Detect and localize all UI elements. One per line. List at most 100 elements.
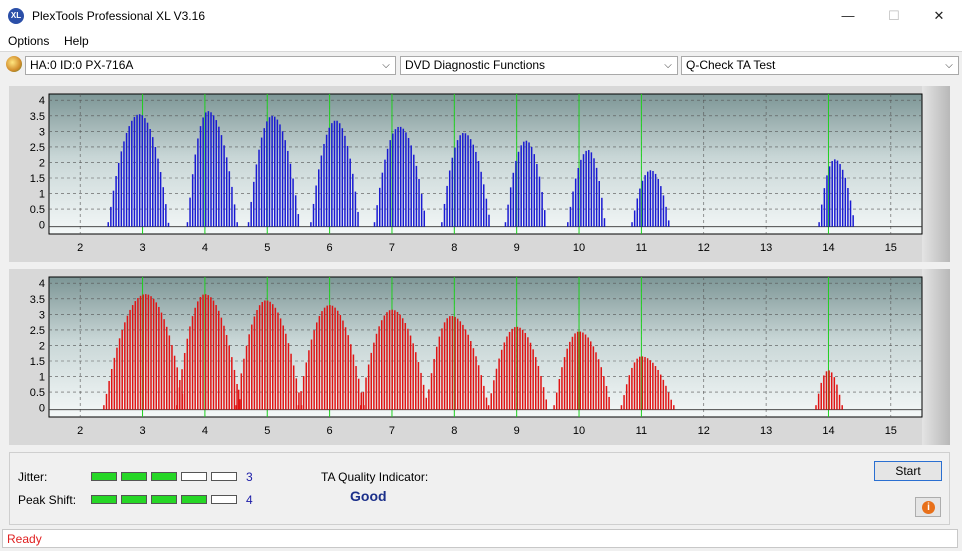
chart-bar (404, 323, 407, 410)
chart-bar (236, 222, 238, 227)
chart-bar (341, 128, 344, 227)
start-button[interactable]: Start (874, 461, 942, 481)
chart-bar (139, 295, 142, 410)
chart-bar (472, 348, 475, 410)
chart-bar (217, 310, 220, 410)
chart-bar (838, 394, 841, 410)
chart-bar (225, 157, 228, 227)
chart-bar (584, 334, 587, 410)
chart-bar (240, 373, 243, 410)
chart-bar (331, 123, 333, 227)
chart-bar (223, 325, 225, 410)
chart-bar (667, 392, 670, 410)
chart-bar (352, 354, 355, 410)
chart-bar (520, 145, 522, 227)
chart-bar (362, 391, 365, 410)
chart-bar (558, 379, 561, 410)
menu-help[interactable]: Help (64, 34, 89, 48)
chart-bar (144, 118, 146, 227)
chart-bar (415, 352, 417, 410)
chart-bar (588, 150, 590, 227)
chart-bar (636, 358, 638, 410)
y-tick-label: 4 (39, 278, 45, 290)
chart-bar (595, 167, 598, 227)
peak-shift-meter-segment (121, 495, 147, 504)
chart-bar (263, 128, 266, 227)
chart-bar (108, 380, 110, 410)
chart-bar (173, 355, 176, 410)
chart-bar (532, 349, 534, 410)
chart-bar (131, 305, 134, 410)
chart-bar (357, 211, 359, 227)
chart-bar (197, 301, 199, 410)
chart-bar (834, 159, 836, 227)
chart-bar (310, 339, 313, 410)
chart-bar (137, 298, 139, 410)
ta-quality-value: Good (350, 488, 387, 504)
minimize-button[interactable]: — (841, 8, 855, 23)
toolbar: HA:0 ID:0 PX-716A ⌵ DVD Diagnostic Funct… (0, 51, 962, 80)
chart-bar (165, 204, 167, 227)
chart-bar (258, 149, 260, 227)
chart-bar (308, 350, 310, 410)
close-button[interactable]: ✕ (933, 8, 945, 23)
maximize-button[interactable]: ☐ (888, 8, 900, 23)
chart-bar (334, 307, 336, 410)
info-button[interactable]: i (915, 497, 941, 517)
chart-bar (163, 319, 165, 410)
chart-bar (236, 383, 238, 410)
chart-bar (485, 397, 488, 410)
y-tick-label: 2 (39, 340, 45, 352)
chart-bar (574, 333, 576, 410)
chart-bar (459, 135, 461, 227)
chart-bar (255, 164, 258, 227)
chart-bar (412, 343, 414, 410)
chart-bar (451, 315, 454, 410)
chart-bar (360, 405, 362, 410)
menu-options[interactable]: Options (8, 34, 50, 48)
chart-bar (480, 171, 482, 227)
chart-bar (243, 358, 245, 410)
drive-select[interactable]: HA:0 ID:0 PX-716A ⌵ (25, 56, 396, 75)
x-tick-label: 7 (389, 425, 395, 437)
chart-bar (841, 405, 843, 410)
chart-bar (202, 294, 204, 410)
x-tick-label: 13 (760, 425, 772, 437)
chart-bar (292, 178, 294, 227)
chart-bar (157, 158, 159, 227)
test-select[interactable]: Q-Check TA Test ⌵ (681, 56, 959, 75)
chart-bar (483, 184, 485, 227)
y-tick-label: 0.5 (30, 387, 45, 399)
chart-bar (384, 159, 386, 227)
chart-bar (397, 126, 399, 227)
x-tick-label: 11 (636, 242, 647, 254)
y-tick-label: 3.5 (30, 111, 45, 123)
chart-bar (533, 154, 536, 227)
x-tick-label: 11 (636, 425, 647, 437)
chart-bar (160, 312, 163, 410)
chart-bar (297, 405, 300, 410)
chart-bar (417, 362, 420, 410)
chart-bar (231, 357, 233, 410)
chart-bar (287, 343, 290, 410)
chart-bar (251, 324, 253, 410)
status-text: Ready (7, 532, 42, 546)
chart-bar (451, 157, 454, 227)
chart-bar (815, 405, 817, 410)
chart-bar (120, 151, 123, 227)
chart-bar (654, 173, 657, 227)
chart-bar (349, 158, 351, 227)
chart-bar (116, 347, 118, 410)
chart-bar (477, 365, 480, 410)
function-select[interactable]: DVD Diagnostic Functions ⌵ (400, 56, 678, 75)
chart-bar (563, 357, 566, 410)
chart-bar (253, 181, 255, 227)
chart-bar (138, 114, 141, 227)
x-tick-label: 8 (451, 425, 457, 437)
chart-bar (344, 135, 346, 227)
chart-bar (470, 341, 472, 410)
chart-bar (673, 405, 675, 410)
chart-bar (373, 222, 376, 227)
info-icon: i (922, 501, 935, 514)
chart-bar (289, 163, 292, 227)
